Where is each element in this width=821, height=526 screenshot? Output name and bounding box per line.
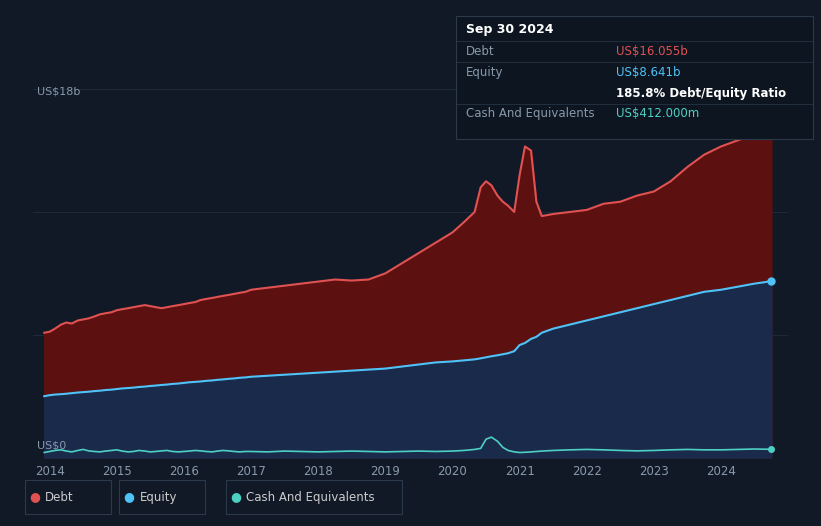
Text: ●: ●: [230, 491, 241, 503]
Text: Cash And Equivalents: Cash And Equivalents: [466, 107, 594, 120]
Text: Equity: Equity: [466, 66, 503, 79]
Text: Cash And Equivalents: Cash And Equivalents: [246, 491, 375, 503]
Text: Equity: Equity: [140, 491, 177, 503]
Text: Sep 30 2024: Sep 30 2024: [466, 23, 553, 36]
Text: US$8.641b: US$8.641b: [616, 66, 681, 79]
Text: US$412.000m: US$412.000m: [616, 107, 699, 120]
Text: US$0: US$0: [37, 440, 66, 450]
Text: Debt: Debt: [45, 491, 74, 503]
Text: ●: ●: [29, 491, 40, 503]
Text: US$16.055b: US$16.055b: [616, 45, 687, 58]
Text: ●: ●: [123, 491, 135, 503]
Text: US$18b: US$18b: [37, 86, 80, 96]
Text: 185.8% Debt/Equity Ratio: 185.8% Debt/Equity Ratio: [616, 87, 786, 100]
Text: Debt: Debt: [466, 45, 494, 58]
